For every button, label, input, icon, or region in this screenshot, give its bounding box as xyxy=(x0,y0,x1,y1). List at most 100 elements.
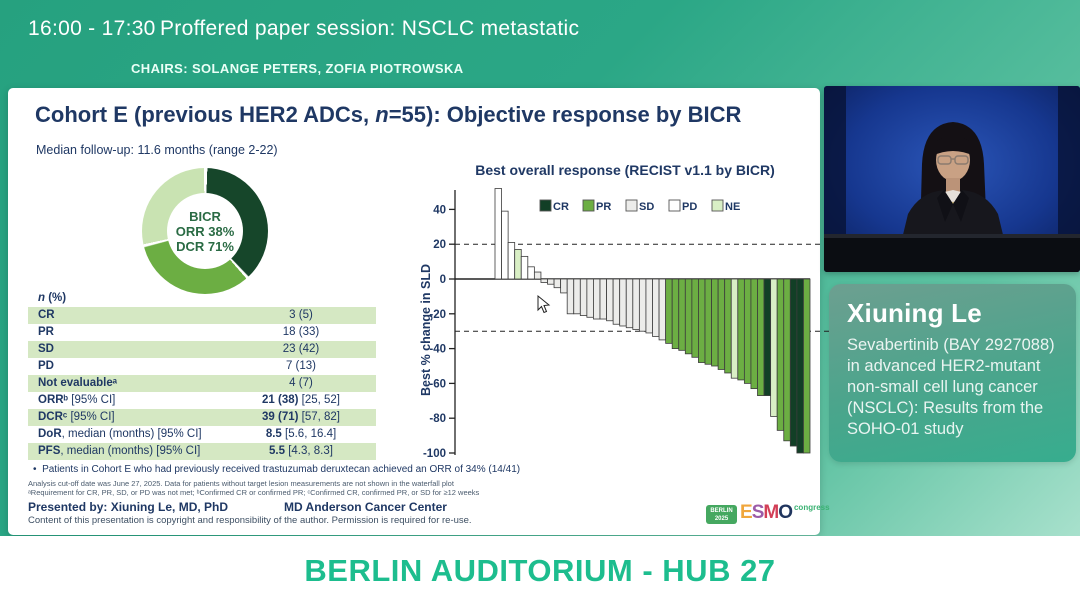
legend-swatch-pd xyxy=(668,199,681,212)
y-tick-label: -80 xyxy=(429,413,446,425)
esmo-letter: S xyxy=(751,502,765,523)
waterfall-bar-sd xyxy=(579,278,588,316)
legend-swatch-ne xyxy=(711,199,724,212)
y-tick-label: -20 xyxy=(429,309,446,321)
waterfall-bar-pr xyxy=(665,278,673,344)
waterfall-bar-ne xyxy=(730,278,739,379)
table-row: DCRᶜ [95% CI] 39 (71) [57, 82] xyxy=(28,409,376,426)
congress-label: congress xyxy=(793,503,830,512)
waterfall-bar-sd xyxy=(652,278,660,337)
legend-label-sd: SD xyxy=(639,201,654,213)
auditorium-label: BERLIN AUDITORIUM - HUB 27 xyxy=(304,553,776,588)
cursor-icon xyxy=(537,294,551,314)
esmo-congress-logo: BERLIN 2025 ESMO congress xyxy=(706,500,830,526)
slide-title: Cohort E (previous HER2 ADCs, n=55): Obj… xyxy=(35,102,805,128)
waterfall-bar-pr xyxy=(803,278,811,454)
slide-title-n: n xyxy=(375,102,389,127)
berlin-2025-badge: BERLIN 2025 xyxy=(706,505,737,524)
waterfall-bar-ne xyxy=(770,278,778,417)
donut-center-line3: DCR 71% xyxy=(176,238,234,254)
esmo-letter: O xyxy=(778,502,793,523)
table-row: DoR, median (months) [95% CI] 8.5 [5.6, 1… xyxy=(38,428,337,440)
table-header: n (%) xyxy=(38,292,67,304)
speaker-silhouette xyxy=(824,86,1080,272)
legend-label-cr: CR xyxy=(553,201,569,213)
legend-swatch-pr xyxy=(582,199,595,212)
waterfall-bar-sd xyxy=(547,278,555,285)
table-row: ORRᵇ [95% CI] 21 (38) [25, 52] xyxy=(38,394,340,406)
waterfall-bar-pr xyxy=(711,278,719,367)
table-row: SD 23 (42) xyxy=(28,341,376,358)
waterfall-bar-cr xyxy=(763,278,772,396)
waterfall-bar-sd xyxy=(638,278,647,332)
esmo-letter: M xyxy=(763,502,779,523)
waterfall-bar-ne xyxy=(514,249,522,280)
waterfall-bar-pd xyxy=(520,255,529,280)
footer-strip xyxy=(0,536,1080,608)
waterfall-bar-pr xyxy=(783,278,791,442)
waterfall-bar-pr xyxy=(704,278,712,365)
waterfall-bar-sd xyxy=(645,278,653,334)
footnote-bullet: • Patients in Cohort E who had previousl… xyxy=(33,464,521,475)
waterfall-bar-sd xyxy=(593,278,601,320)
session-time: 16:00 - 17:30 xyxy=(28,17,156,40)
table-row: Not evaluableᵃ 4 (7) xyxy=(28,375,376,392)
footnote-definitions: ᵃRequirement for CR, PR, SD, or PD was n… xyxy=(28,488,480,497)
y-tick-label: 40 xyxy=(433,204,446,216)
esmo-wordmark: ESMO xyxy=(740,500,793,526)
speaker-talk-title: Sevabertinib (BAY 2927088) in advanced H… xyxy=(847,336,1055,438)
waterfall-bar-sd xyxy=(599,278,607,320)
donut-center-label: BICR ORR 38% DCR 71% xyxy=(167,193,243,269)
table-row: PD 7 (13) xyxy=(38,360,317,372)
footnote-cutoff: Analysis cut-off date was June 27, 2025.… xyxy=(28,479,454,488)
waterfall-bar-pr xyxy=(684,278,693,355)
waterfall-bar-cr xyxy=(789,278,798,447)
session-title: Proffered paper session: NSCLC metastati… xyxy=(160,17,580,40)
waterfall-bar-cr xyxy=(796,278,804,454)
waterfall-chart: 40 20 0 -20 -40 -60 -80 -100 Best % change in SL… xyxy=(420,188,960,460)
waterfall-bar-pr xyxy=(698,278,706,363)
waterfall-bar-sd xyxy=(533,271,542,280)
donut-center-line1: BICR xyxy=(189,208,221,224)
y-tick-label: -60 xyxy=(429,378,446,390)
speaker-info-card: Xiuning Le Sevabertinib (BAY 2927088) in… xyxy=(829,284,1076,462)
legend-swatch-sd xyxy=(625,199,638,212)
response-table: n (%) CR 3 (5) PR 18 (33) SD 23 (42) PD 7 (13) N… xyxy=(28,290,376,460)
waterfall-bar-pr xyxy=(776,278,785,431)
table-row: PFS, median (months) [95% CI] 5.5 [4.3, 8… xyxy=(28,443,376,460)
legend-label-ne: NE xyxy=(725,201,740,213)
waterfall-bar-pr xyxy=(717,278,726,370)
y-tick-label: 0 xyxy=(440,274,446,286)
waterfall-title: Best overall response (RECIST v1.1 by BI… xyxy=(475,162,775,178)
table-row: CR 3 (5) xyxy=(28,307,376,324)
waterfall-bar-pr xyxy=(724,278,732,374)
waterfall-bar-pd xyxy=(494,188,502,280)
waterfall-bar-pd xyxy=(507,242,516,280)
legend-swatch-cr xyxy=(539,199,552,212)
speaker-video xyxy=(824,86,1080,272)
legend-label-pd: PD xyxy=(682,201,697,213)
waterfall-bar-pd xyxy=(527,266,535,280)
median-followup-text: Median follow-up: 11.6 months (range 2-2… xyxy=(36,143,278,157)
waterfall-bar-pr xyxy=(750,278,758,390)
presented-by: Presented by: Xiuning Le, MD, PhD xyxy=(28,500,229,514)
waterfall-bar-sd xyxy=(586,278,594,318)
waterfall-bar-sd xyxy=(625,278,634,329)
waterfall-bar-sd xyxy=(619,278,627,327)
waterfall-bar-sd xyxy=(553,278,562,289)
speaker-name: Xiuning Le xyxy=(847,298,982,328)
waterfall-bar-pr xyxy=(691,278,699,358)
waterfall-bar-pd xyxy=(501,210,509,280)
waterfall-bar-sd xyxy=(540,278,548,283)
table-row: PR 18 (33) xyxy=(38,326,320,338)
waterfall-bar-sd xyxy=(560,278,568,294)
waterfall-bar-sd xyxy=(606,278,614,322)
waterfall-bar-sd xyxy=(573,278,581,315)
institution: MD Anderson Cancer Center xyxy=(284,500,447,514)
waterfall-bar-sd xyxy=(566,278,575,315)
session-chairs: CHAIRS: SOLANGE PETERS, ZOFIA PIOTROWSKA xyxy=(131,61,464,76)
legend-label-pr: PR xyxy=(596,201,611,213)
y-tick-label: 20 xyxy=(433,239,446,251)
waterfall-bar-pr xyxy=(678,278,686,351)
donut-center-line2: ORR 38% xyxy=(175,223,235,239)
